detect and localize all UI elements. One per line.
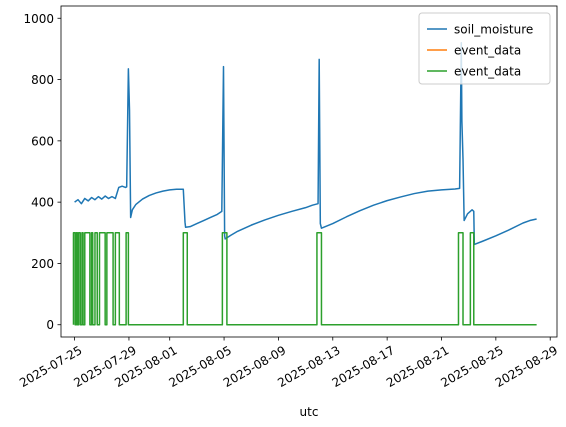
legend-label-event-data-1: event_data (454, 44, 521, 58)
legend: soil_moisture event_data event_data (418, 12, 551, 85)
x-axis-label: utc (300, 405, 319, 419)
legend-label-soil-moisture: soil_moisture (454, 23, 533, 37)
y-tick-label: 1000 (23, 12, 54, 26)
y-tick-label: 400 (31, 196, 54, 210)
y-tick-label: 800 (31, 73, 54, 87)
legend-label-event-data-2: event_data (454, 65, 521, 79)
series-line-2-event-data (72, 232, 537, 326)
y-tick-label: 600 (31, 134, 54, 148)
plot-frame (60, 5, 558, 338)
y-tick-label: 200 (31, 257, 54, 271)
legend-box (418, 12, 551, 85)
y-axis: 0 200 400 600 800 1000 (23, 12, 61, 332)
y-tick-label: 0 (46, 318, 54, 332)
